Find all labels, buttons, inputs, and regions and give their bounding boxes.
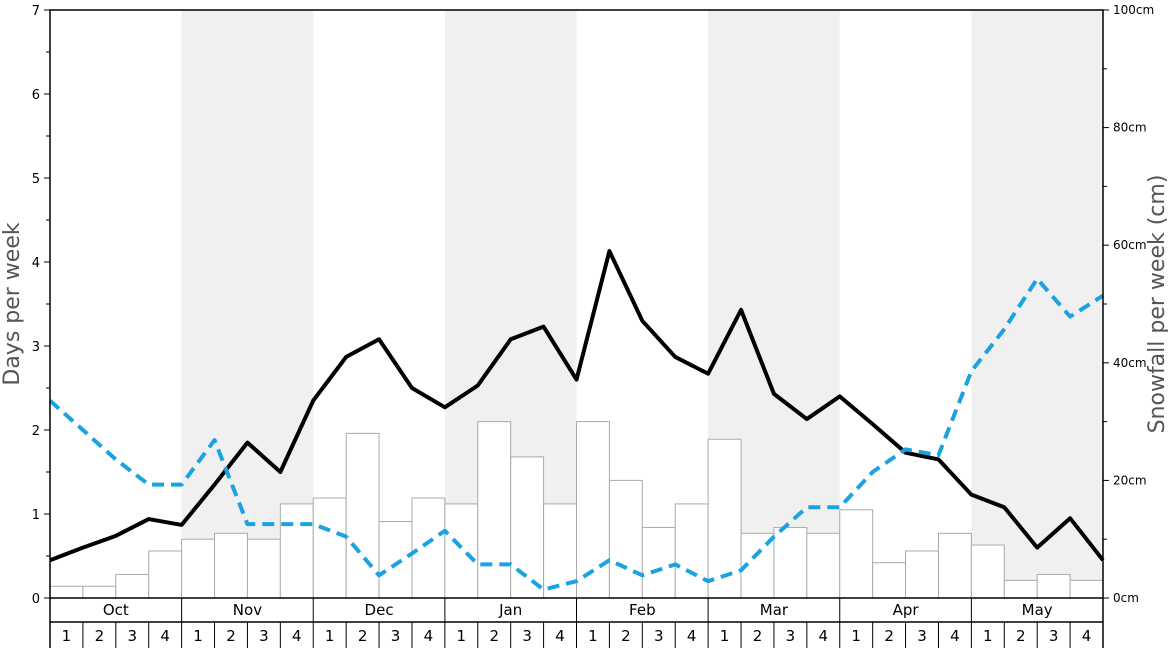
snowfall-bar: [641, 526, 676, 599]
snowfall-bar: [82, 585, 117, 599]
snowfall-bar: [674, 503, 709, 599]
week-label: 4: [424, 627, 434, 645]
snowfall-bar: [279, 503, 314, 599]
left-axis: 0 1 2 3 4 5 6 7: [32, 4, 50, 607]
month-label: May: [1022, 601, 1053, 619]
snowfall-bar: [181, 538, 216, 599]
week-label: 3: [1049, 627, 1059, 645]
month-label: Feb: [629, 601, 656, 619]
week-label: 4: [687, 627, 697, 645]
week-label: 2: [621, 627, 631, 645]
snowfall-bar: [411, 497, 446, 599]
week-label: 2: [226, 627, 236, 645]
snowfall-bar: [905, 550, 939, 599]
week-label: 2: [489, 627, 499, 645]
week-label: 4: [292, 627, 302, 645]
month-shading: [181, 10, 1103, 598]
snowfall-bar: [576, 421, 610, 599]
week-label: 2: [753, 627, 763, 645]
week-label: 4: [819, 627, 829, 645]
snowfall-bar: [773, 526, 808, 599]
dashed-series-line: [48, 276, 1105, 592]
snowfall-bar: [246, 538, 281, 599]
week-label: 3: [259, 627, 269, 645]
right-tick-label: 0cm: [1113, 591, 1139, 605]
week-label: 1: [983, 627, 993, 645]
left-tick-label: 1: [32, 508, 40, 523]
week-label: 1: [588, 627, 598, 645]
week-label: 3: [786, 627, 796, 645]
week-label: 2: [95, 627, 105, 645]
week-label: 4: [160, 627, 170, 645]
month-shade-may: [971, 10, 1103, 598]
left-tick-label: 5: [32, 172, 40, 187]
right-axis: 0cm 20cm 40cm 60cm 80cm 100cm: [1103, 3, 1154, 605]
snowfall-bar: [1036, 573, 1071, 599]
snowfall-bar: [345, 432, 380, 599]
month-label: Nov: [233, 601, 262, 619]
week-label: 3: [654, 627, 664, 645]
week-label: 3: [522, 627, 532, 645]
week-label: 2: [1016, 627, 1026, 645]
left-tick-label: 0: [32, 592, 40, 607]
series-lines: [48, 249, 1105, 592]
week-label: 1: [193, 627, 203, 645]
snowfall-bar: [872, 562, 907, 599]
week-label: 4: [1082, 627, 1092, 645]
snowfall-bar: [839, 509, 874, 599]
snowfall-bar: [937, 532, 972, 599]
left-tick-label: 2: [32, 424, 40, 439]
snowfall-bar: [312, 497, 347, 599]
week-label: 1: [851, 627, 861, 645]
left-tick-label: 3: [32, 340, 40, 355]
left-axis-title: Days per week: [0, 222, 25, 385]
left-tick-label: 7: [32, 4, 40, 19]
week-label: 2: [884, 627, 894, 645]
snowfall-bar: [49, 585, 84, 599]
right-axis-title: Snowfall per week (cm): [1145, 175, 1168, 434]
week-label: 3: [127, 627, 137, 645]
snowfall-bar: [510, 456, 545, 599]
x-axis-table: Oct 1 2 3 4 Nov 1 2 3 4 Dec 1 2 3 4 Jan 1 2 3 4 Feb 1 2 3 4 Mar 1 2…: [49, 598, 1104, 648]
right-tick-label: 60cm: [1113, 238, 1147, 252]
month-label: Mar: [760, 601, 789, 619]
snowfall-bar: [214, 532, 248, 599]
week-label: 3: [917, 627, 927, 645]
snowfall-bar: [970, 544, 1005, 599]
snowfall-bar: [444, 503, 479, 599]
month-label: Jan: [498, 601, 522, 619]
snowfall-bar: [1003, 579, 1038, 599]
week-label: 3: [391, 627, 401, 645]
week-label: 4: [950, 627, 960, 645]
snowfall-bar: [1069, 579, 1104, 599]
snowfall-bars: [49, 421, 1104, 599]
right-tick-label: 20cm: [1113, 473, 1147, 487]
snowfall-bar: [378, 521, 413, 599]
right-tick-label: 80cm: [1113, 121, 1147, 135]
right-tick-label: 100cm: [1113, 3, 1154, 17]
week-label: 1: [720, 627, 730, 645]
week-label: 4: [555, 627, 565, 645]
snowfall-bar: [148, 550, 183, 599]
left-tick-label: 4: [32, 256, 40, 271]
month-label: Oct: [103, 601, 129, 619]
snowfall-bar: [115, 573, 150, 599]
snowfall-bar: [608, 479, 643, 599]
month-label: Apr: [893, 601, 920, 619]
right-tick-label: 40cm: [1113, 356, 1147, 370]
week-label: 1: [325, 627, 335, 645]
month-label: Dec: [365, 601, 394, 619]
snowfall-bar: [477, 421, 512, 599]
week-label: 1: [457, 627, 467, 645]
snowfall-bar: [707, 438, 742, 599]
snowfall-bar: [806, 532, 841, 599]
week-label: 2: [358, 627, 368, 645]
week-label: 1: [62, 627, 72, 645]
left-tick-label: 6: [32, 88, 40, 103]
